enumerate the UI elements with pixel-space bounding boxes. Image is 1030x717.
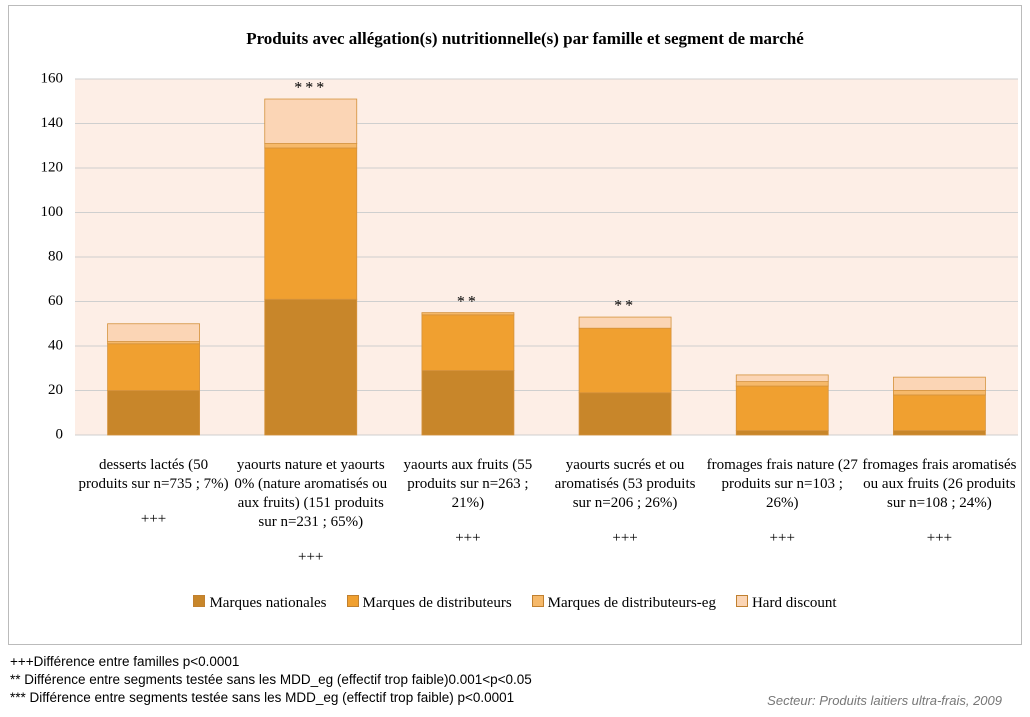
bar-segment (578, 316, 672, 329)
bar-segment (107, 343, 200, 391)
family-annotation: +++ (926, 530, 953, 546)
bar-segment (421, 312, 515, 316)
category-label-block: fromages frais aromatisés ou aux fruits … (861, 456, 1017, 548)
bar-segment (107, 323, 200, 342)
family-annotation: +++ (612, 530, 638, 546)
y-tick-label: 20 (48, 382, 63, 398)
note: ** Différence entre segments testée sans… (10, 672, 532, 687)
bar-segment (264, 98, 358, 144)
category-label-block: yaourts sucrés et ou aromatisés (53 prod… (547, 456, 703, 548)
note: *** Différence entre segments testée san… (10, 690, 515, 705)
y-tick-label: 160 (41, 70, 64, 86)
category-label-block: yaourts aux fruits (55 produits sur n=26… (390, 456, 546, 548)
legend-swatch (531, 595, 544, 607)
family-annotation: +++ (455, 530, 481, 546)
family-annotation: +++ (140, 511, 167, 527)
source: Secteur: Produits laitiers ultra-frais, … (767, 693, 1002, 708)
y-tick-label: 0 (56, 426, 64, 442)
bar-segment (735, 430, 829, 436)
segment-annotation: ** (614, 298, 636, 315)
note: +++Différence entre familles p<0.0001 (10, 654, 240, 669)
y-tick-label: 120 (41, 159, 64, 175)
legend-item: Marques de distributeurs (346, 595, 512, 612)
bar-segment (107, 390, 200, 436)
bar-segment (421, 314, 515, 371)
bar-segment (735, 374, 829, 382)
bar-segment (578, 392, 672, 436)
x-tick-label: yaourts aux fruits (55 produits sur n=26… (403, 457, 533, 511)
chart-frame (8, 5, 1022, 645)
bar-segment (264, 298, 358, 436)
legend-label: Marques de distributeurs (362, 595, 512, 611)
bar-segment (264, 143, 358, 149)
chart-title: Produits avec allégation(s) nutritionnel… (246, 29, 804, 48)
legend-label: Marques de distributeurs-eg (547, 595, 716, 611)
bar-segment (893, 394, 986, 431)
bar-segment (578, 327, 672, 394)
notes: +++Différence entre familles p<0.0001 ** … (10, 653, 532, 707)
legend-label: Hard discount (751, 595, 837, 611)
category-label-block: yaourts nature et yaourts 0% (nature aro… (233, 456, 389, 567)
y-tick-label: 40 (48, 337, 63, 353)
y-tick-label: 80 (48, 248, 63, 264)
x-tick-label: yaourts sucrés et ou aromatisés (53 prod… (554, 457, 696, 511)
legend-swatch (193, 595, 206, 607)
family-annotation: +++ (769, 530, 795, 546)
y-tick-label: 100 (41, 204, 64, 220)
segment-annotation: *** (294, 80, 327, 97)
bar-segment (735, 385, 829, 431)
bar-segment (735, 381, 829, 387)
family-annotation: +++ (298, 549, 324, 565)
legend-item: Hard discount (735, 595, 837, 612)
legend-item: Marques de distributeurs-eg (531, 595, 716, 612)
bar-segment (893, 390, 986, 396)
legend-swatch (735, 595, 748, 607)
category-label-block: desserts lactés (50 produits sur n=735 ;… (76, 456, 232, 529)
bar-segment (893, 430, 986, 436)
segment-annotation: ** (457, 293, 479, 310)
legend: Marques nationales Marques de distributeu… (0, 595, 1030, 612)
bar-segment (421, 370, 515, 436)
x-tick-label: yaourts nature et yaourts 0% (nature aro… (234, 457, 388, 530)
bar-segment (264, 147, 358, 300)
legend-item: Marques nationales (193, 595, 327, 612)
legend-swatch (346, 595, 359, 607)
y-tick-label: 140 (41, 115, 64, 131)
bar-segment (893, 376, 986, 391)
x-tick-label: fromages frais nature (27 produits sur n… (706, 457, 858, 511)
category-label-block: fromages frais nature (27 produits sur n… (704, 456, 860, 548)
x-tick-label: fromages frais aromatisés ou aux fruits … (862, 457, 1017, 511)
x-tick-label: desserts lactés (50 produits sur n=735 ;… (78, 457, 229, 492)
legend-label: Marques nationales (209, 595, 327, 611)
y-tick-label: 60 (48, 293, 63, 309)
